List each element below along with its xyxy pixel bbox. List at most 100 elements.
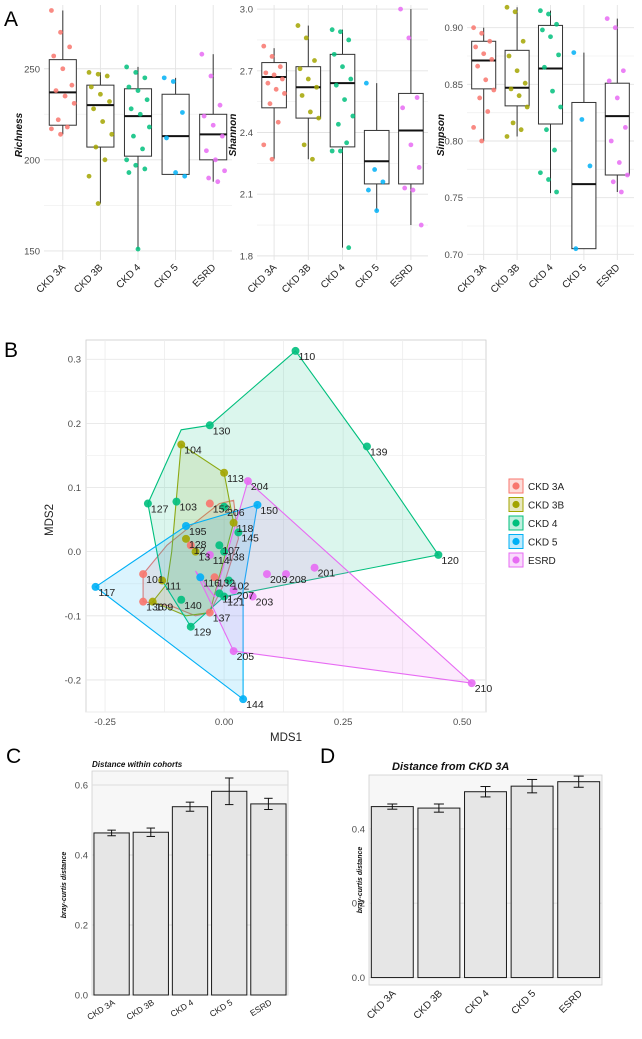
simpson-point	[475, 63, 481, 69]
richness-point	[135, 88, 141, 94]
simpson-point	[616, 160, 622, 165]
mds-point-label: 118	[237, 523, 254, 535]
richness-point	[219, 133, 225, 139]
mds-point-11	[215, 589, 224, 598]
mds-point-label: 152	[213, 504, 231, 516]
simpson-point	[522, 80, 528, 86]
shannon-point	[410, 187, 416, 193]
simpson-point	[571, 50, 577, 55]
shannon-y-label: Shannon	[228, 114, 239, 157]
within-bar-ckd-3b	[132, 831, 169, 996]
mds-point-label: 127	[151, 504, 169, 516]
mds-point-label: 103	[179, 502, 197, 514]
mds-point-label: 140	[184, 600, 202, 612]
shannon-point	[267, 101, 273, 107]
within-y-tick-label: 0.6	[75, 781, 88, 792]
shannon-x-tick-label: CKD 5	[353, 262, 382, 291]
within-x-tick-label: CKD 5	[208, 997, 235, 1019]
richness-point	[133, 69, 139, 75]
mds-x-tick-label: 0.00	[215, 717, 234, 728]
richness-y-tick-label: 200	[24, 155, 40, 166]
richness-point	[67, 44, 73, 50]
shannon-point	[350, 113, 356, 119]
shannon-point	[416, 165, 422, 170]
mds-point-206	[220, 502, 229, 511]
from3a-y-tick-label: 0.4	[352, 824, 365, 835]
mds-x-tick-label: 0.25	[334, 717, 353, 728]
richness-point	[53, 88, 59, 94]
simpson-box-ckd-5	[571, 101, 597, 250]
richness-point	[86, 173, 92, 179]
mds-point-label: 137	[213, 613, 231, 625]
simpson-point	[618, 189, 624, 195]
shannon-point	[314, 84, 319, 90]
mds-point-208	[282, 570, 290, 579]
legend-label-ckd-3a: CKD 3A	[528, 482, 564, 493]
legend-label-ckd-4: CKD 4	[528, 519, 558, 530]
richness-point	[128, 106, 134, 112]
shannon-point	[338, 148, 343, 154]
shannon-box-ckd-3a	[261, 62, 287, 109]
mds-hull-ckd-4	[147, 350, 440, 628]
simpson-point	[540, 27, 545, 33]
simpson-point	[504, 134, 510, 139]
shannon-point	[297, 66, 303, 72]
within-y-label: bray-curtis distance	[61, 852, 68, 919]
richness-point	[124, 157, 130, 163]
richness-boxplot: Richness 150 200 250 CKD 3A CKD 3B CKD 4 CKD 5…	[14, 5, 232, 296]
richness-point	[107, 99, 112, 104]
shannon-point	[295, 23, 301, 28]
simpson-point	[504, 4, 510, 10]
shannon-point	[346, 37, 352, 43]
simpson-point	[608, 138, 614, 144]
shannon-point	[316, 115, 322, 121]
richness-y-tick-label: 250	[24, 64, 40, 75]
shannon-point	[348, 76, 354, 82]
richness-point	[55, 117, 61, 123]
simpson-point	[622, 125, 628, 130]
shannon-x-tick-label: CKD 4	[319, 262, 348, 291]
mds-point-117	[91, 582, 100, 591]
mds-point-label: 117	[99, 587, 116, 599]
richness-point	[144, 97, 150, 103]
panel-label-d: D	[320, 745, 335, 768]
richness-point	[133, 162, 139, 168]
mds-point-label: 210	[475, 683, 493, 695]
shannon-point	[269, 156, 275, 162]
simpson-point	[516, 93, 522, 99]
shannon-y-tick-label: 2.1	[240, 190, 253, 201]
shannon-point	[269, 54, 275, 59]
richness-point	[88, 84, 94, 90]
richness-point	[140, 146, 145, 152]
shannon-point	[299, 93, 305, 98]
shannon-point	[398, 6, 403, 12]
mds-point-label: 120	[441, 555, 459, 567]
mds-point-120	[434, 550, 443, 559]
richness-x-tick-label: CKD 4	[115, 262, 144, 291]
simpson-y-tick-label: 0.80	[445, 137, 464, 148]
simpson-y-tick-label: 0.70	[445, 250, 464, 261]
legend-dot-ckd-4	[512, 519, 520, 527]
panel-label-c: C	[6, 745, 21, 768]
shannon-point	[414, 95, 420, 100]
mds-point-145	[234, 528, 243, 537]
simpson-box-ckd-3b	[504, 49, 530, 107]
mds-point-204	[243, 477, 252, 486]
mds-point-label: 110	[299, 351, 316, 363]
simpson-point	[473, 44, 479, 50]
mds-point-128	[182, 534, 190, 543]
from3a-bar-chart: Distance from CKD 3A bray-curtis distanc…	[352, 761, 603, 1022]
within-y-tick-label: 0.4	[75, 851, 88, 862]
simpson-point	[518, 127, 524, 133]
shannon-point	[275, 119, 281, 125]
mds-point-109	[148, 597, 157, 606]
simpson-point	[524, 104, 530, 110]
shannon-point	[335, 121, 341, 127]
richness-point	[95, 201, 101, 206]
mds-point-130	[205, 421, 214, 430]
richness-point	[135, 246, 141, 252]
mds-point-label: 209	[270, 574, 288, 586]
simpson-point	[544, 127, 549, 133]
from3a-bar-ckd-3a	[370, 806, 414, 979]
simpson-point	[485, 109, 491, 114]
